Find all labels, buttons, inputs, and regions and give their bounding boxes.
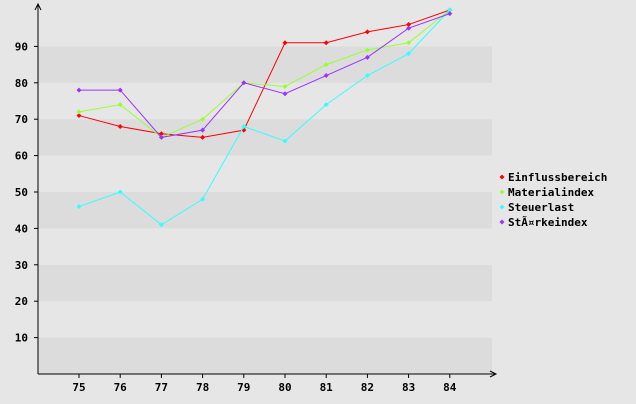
grid-band (38, 337, 492, 374)
legend-marker-4 (499, 219, 505, 225)
legend-marker-2 (499, 189, 505, 195)
data-point (447, 11, 453, 17)
y-tick-label: 80 (15, 77, 28, 90)
grid-band (38, 155, 492, 192)
data-point (117, 189, 123, 195)
data-point (364, 29, 370, 35)
y-tick-label: 50 (15, 186, 28, 199)
series-line-4 (79, 13, 450, 138)
y-tick-label: 90 (15, 40, 28, 53)
x-tick-label: 81 (320, 381, 334, 394)
grid-band (38, 119, 492, 156)
data-point (117, 87, 123, 93)
x-tick-label: 78 (196, 381, 209, 394)
data-point (406, 51, 412, 57)
y-axis-arrow (34, 2, 42, 11)
y-tick-label: 10 (15, 332, 28, 345)
data-point (282, 138, 288, 144)
legend-label-3: Steuerlast (508, 201, 574, 214)
data-point (406, 40, 412, 46)
data-point (364, 54, 370, 60)
data-point (241, 123, 247, 129)
x-tick-label: 82 (361, 381, 374, 394)
legend-label-2: Materialindex (508, 186, 594, 199)
data-point (117, 102, 123, 108)
x-tick-label: 79 (237, 381, 250, 394)
x-tick-label: 75 (72, 381, 85, 394)
data-point (241, 127, 247, 133)
y-tick-label: 30 (15, 259, 28, 272)
data-point (158, 222, 164, 228)
data-point (200, 196, 206, 202)
data-point (200, 127, 206, 133)
plot-background (38, 10, 492, 374)
data-point (406, 25, 412, 31)
y-tick-label: 60 (15, 150, 28, 163)
data-point (323, 40, 329, 46)
data-point (200, 134, 206, 140)
legend-label-1: Einflussbereich (508, 171, 607, 184)
axes (34, 2, 498, 378)
x-tick-label: 76 (114, 381, 128, 394)
grid-band (38, 10, 492, 47)
data-point (76, 109, 82, 115)
y-tick-label: 20 (15, 295, 28, 308)
data-point (364, 73, 370, 79)
series-line-2 (78, 9, 451, 138)
data-point (323, 62, 329, 68)
grid-band (38, 192, 492, 229)
x-tick-label: 80 (278, 381, 291, 394)
data-point (200, 116, 206, 122)
grid-band (38, 228, 492, 265)
x-tick-label: 77 (155, 381, 168, 394)
data-point (76, 113, 82, 119)
data-point (117, 123, 123, 129)
x-axis-arrow (489, 370, 498, 378)
grid-band (38, 264, 492, 302)
data-point (282, 91, 288, 97)
series-line-3 (78, 9, 451, 226)
x-axis-ticks: 75 76 77 78 79 80 81 82 83 84 (72, 374, 457, 394)
data-point (323, 73, 329, 79)
data-point (76, 204, 82, 210)
legend-marker-3 (499, 204, 505, 210)
data-point (158, 131, 164, 137)
y-tick-label: 40 (15, 222, 28, 235)
data-point (323, 102, 329, 108)
y-axis-ticks: 10 20 30 40 50 60 70 80 90 (15, 40, 38, 345)
legend-marker-1 (499, 174, 505, 180)
data-point (406, 22, 412, 28)
data-point (364, 47, 370, 53)
data-point (76, 87, 82, 93)
data-point (158, 134, 164, 140)
data-point (447, 7, 453, 13)
grid-band (38, 301, 492, 338)
y-tick-label: 70 (15, 113, 28, 126)
data-point (282, 40, 288, 46)
legend: Einflussbereich Materialindex Steuerlast St… (499, 171, 607, 229)
series-group (76, 7, 453, 228)
x-tick-label: 84 (443, 381, 457, 394)
legend-label-4: StÃ¤rkeindex (508, 216, 588, 229)
data-point (241, 80, 247, 86)
series-line-1 (78, 9, 450, 138)
grid-band (38, 46, 492, 83)
x-tick-label: 83 (402, 381, 415, 394)
data-point (282, 83, 288, 89)
